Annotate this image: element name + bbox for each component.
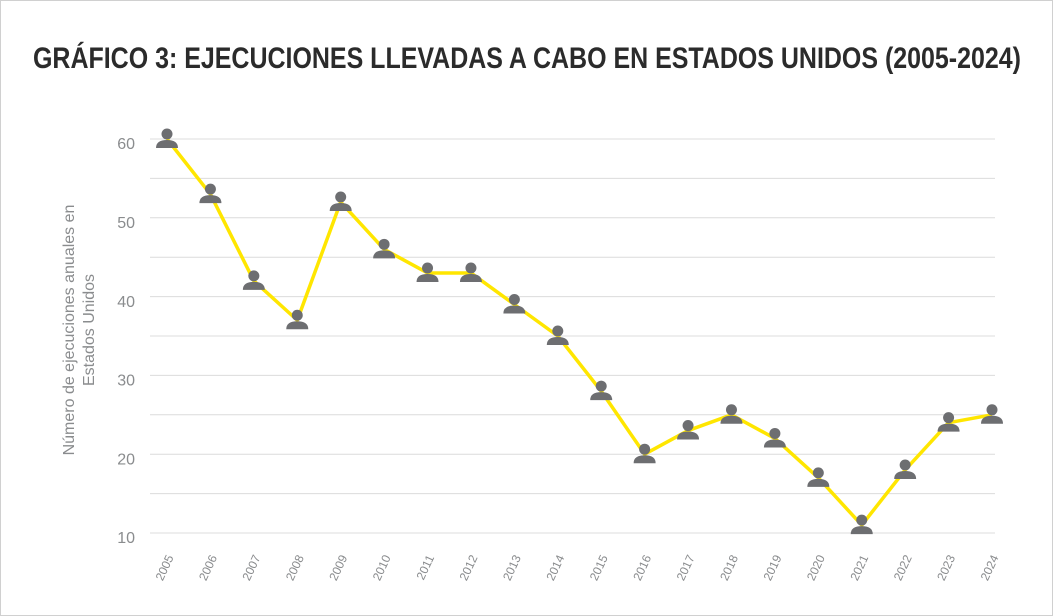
- y-tick-label: 30: [117, 373, 135, 390]
- person-marker: [416, 262, 439, 282]
- person-marker: [546, 325, 569, 345]
- person-marker: [720, 404, 743, 424]
- y-tick-label: 20: [117, 451, 135, 468]
- person-marker: [894, 459, 917, 479]
- y-tick-label: 60: [117, 136, 135, 153]
- person-marker: [199, 183, 222, 204]
- y-tick-label: 50: [117, 215, 135, 232]
- person-marker: [677, 420, 700, 440]
- person-marker: [503, 293, 526, 314]
- data-line: [165, 137, 993, 527]
- person-marker: [633, 443, 656, 464]
- person-marker: [981, 404, 1003, 424]
- y-axis-label: Número de ejecuciones anuales en: [61, 205, 78, 456]
- chart-title: GRÁFICO 3: EJECUCIONES LLEVADAS A CABO E…: [33, 41, 1021, 75]
- y-tick-label: 40: [117, 294, 135, 311]
- person-marker: [763, 427, 786, 448]
- person-marker: [156, 128, 178, 148]
- y-tick-label: 10: [117, 530, 135, 547]
- person-marker: [329, 191, 352, 212]
- person-marker: [373, 238, 396, 259]
- person-marker: [242, 270, 265, 290]
- person-marker: [807, 467, 830, 487]
- person-marker: [850, 514, 873, 535]
- person-marker: [590, 380, 613, 401]
- person-marker: [937, 412, 960, 432]
- y-axis-label: Estados Unidos: [81, 274, 98, 386]
- person-marker: [459, 262, 482, 282]
- person-marker: [286, 309, 309, 330]
